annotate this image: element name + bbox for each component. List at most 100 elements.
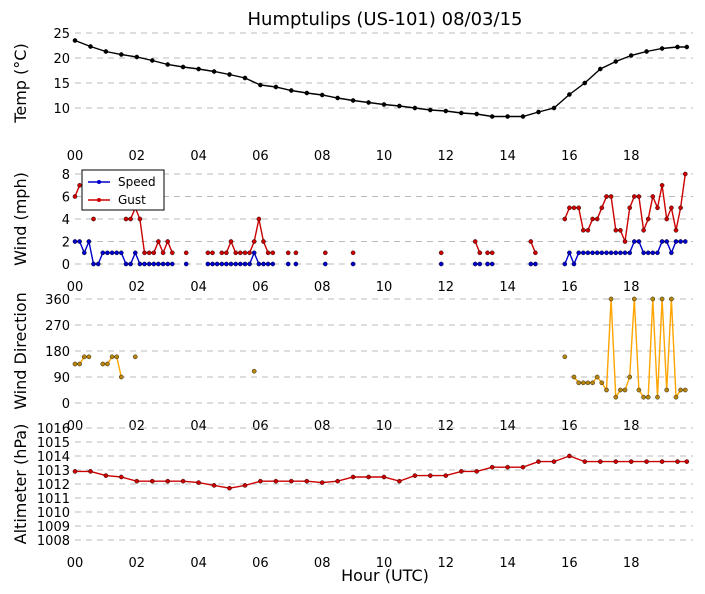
gust-line — [126, 205, 173, 255]
series-point — [397, 103, 402, 109]
gust-point — [485, 250, 490, 256]
series-point — [165, 62, 170, 67]
gust-point — [77, 182, 82, 188]
gust-point — [604, 194, 609, 199]
x-tick-label: 14 — [499, 556, 516, 571]
series-point — [669, 296, 674, 302]
series-point — [571, 374, 577, 380]
series-point — [149, 58, 155, 63]
series-point — [645, 394, 651, 400]
x-tick-label: 04 — [190, 149, 207, 164]
speed-point — [581, 250, 586, 256]
series-point — [149, 478, 155, 484]
x-tick-label: 12 — [438, 149, 455, 164]
series-point — [641, 394, 646, 400]
gust-point — [128, 216, 133, 222]
speed-point — [528, 261, 534, 267]
series-point — [227, 72, 232, 77]
x-tick-label: 16 — [561, 280, 578, 295]
series-point — [412, 473, 418, 478]
speed-point — [567, 250, 572, 256]
gust-point — [91, 216, 96, 222]
gust-point — [576, 205, 582, 211]
gust-point — [636, 194, 642, 199]
x-tick-label: 04 — [190, 556, 207, 571]
series-point — [551, 105, 557, 111]
gust-point — [664, 216, 670, 222]
speed-point — [650, 250, 656, 256]
gust-point — [261, 239, 266, 244]
series-line — [102, 356, 122, 378]
speed-point — [618, 250, 623, 256]
x-tick-label: 12 — [438, 419, 455, 434]
speed-point — [123, 261, 129, 267]
series-point — [319, 480, 325, 485]
gust-point — [477, 250, 483, 256]
gust-point — [673, 227, 679, 233]
gust-point — [247, 250, 252, 256]
x-tick-label: 00 — [67, 149, 84, 164]
legend-label: Gust — [118, 193, 146, 207]
speed-point — [285, 261, 291, 267]
series-point — [366, 100, 371, 105]
gust-point — [123, 216, 129, 222]
y-axis-label: Wind (mph) — [11, 172, 30, 266]
panel-wind-direction: 0 90 180 270 360 00 02 04 06 08 10 12 14 16 18 Wind Dir… — [11, 292, 693, 434]
series-point — [567, 453, 572, 459]
series-point — [273, 478, 279, 484]
series-point — [576, 380, 582, 386]
series-point — [211, 483, 217, 488]
series-point — [644, 49, 649, 54]
series-point — [427, 107, 433, 113]
series-point — [72, 469, 78, 474]
speed-point — [205, 261, 211, 267]
speed-point — [322, 261, 328, 267]
legend-label: Speed — [118, 175, 156, 189]
y-tick-label: 1016 — [37, 422, 70, 437]
y-tick-label: 0 — [62, 397, 70, 412]
speed-point — [576, 250, 582, 256]
y-tick-label: 180 — [45, 345, 70, 360]
series-point — [132, 354, 138, 360]
speed-point — [594, 250, 600, 256]
series-point — [77, 361, 82, 367]
y-tick-label: 4 — [62, 213, 70, 228]
y-tick-label: 1012 — [37, 478, 70, 493]
series-point — [622, 387, 628, 393]
speed-point — [210, 261, 215, 267]
gust-point — [142, 250, 147, 256]
speed-point — [350, 261, 356, 267]
gust-point — [669, 205, 674, 211]
series-point — [443, 108, 449, 114]
gust-point — [169, 250, 175, 256]
series-point — [582, 459, 588, 464]
speed-point — [242, 261, 248, 267]
x-tick-label: 04 — [190, 280, 207, 295]
gust-point — [678, 205, 683, 211]
series-point — [659, 296, 665, 302]
x-tick-label: 06 — [252, 419, 269, 434]
series-point — [242, 483, 248, 488]
series-point — [659, 46, 665, 51]
x-tick-label: 14 — [499, 149, 516, 164]
series-point — [628, 459, 634, 464]
y-tick-label: 1013 — [37, 464, 70, 479]
gust-point — [228, 239, 234, 244]
series-point — [598, 459, 603, 464]
x-tick-label: 04 — [190, 419, 207, 434]
legend-box — [81, 169, 165, 211]
gust-point — [233, 250, 238, 256]
series-point — [109, 354, 115, 360]
x-tick-label: 16 — [561, 556, 578, 571]
speed-point — [270, 261, 276, 267]
speed-point — [641, 250, 646, 256]
speed-point — [683, 239, 688, 244]
gust-point — [438, 250, 444, 256]
speed-point — [132, 250, 138, 256]
series-point — [165, 478, 170, 484]
series-point — [675, 459, 680, 464]
y-tick-label: 25 — [53, 27, 70, 42]
y-tick-label: 270 — [45, 319, 70, 334]
gust-point — [632, 194, 637, 199]
